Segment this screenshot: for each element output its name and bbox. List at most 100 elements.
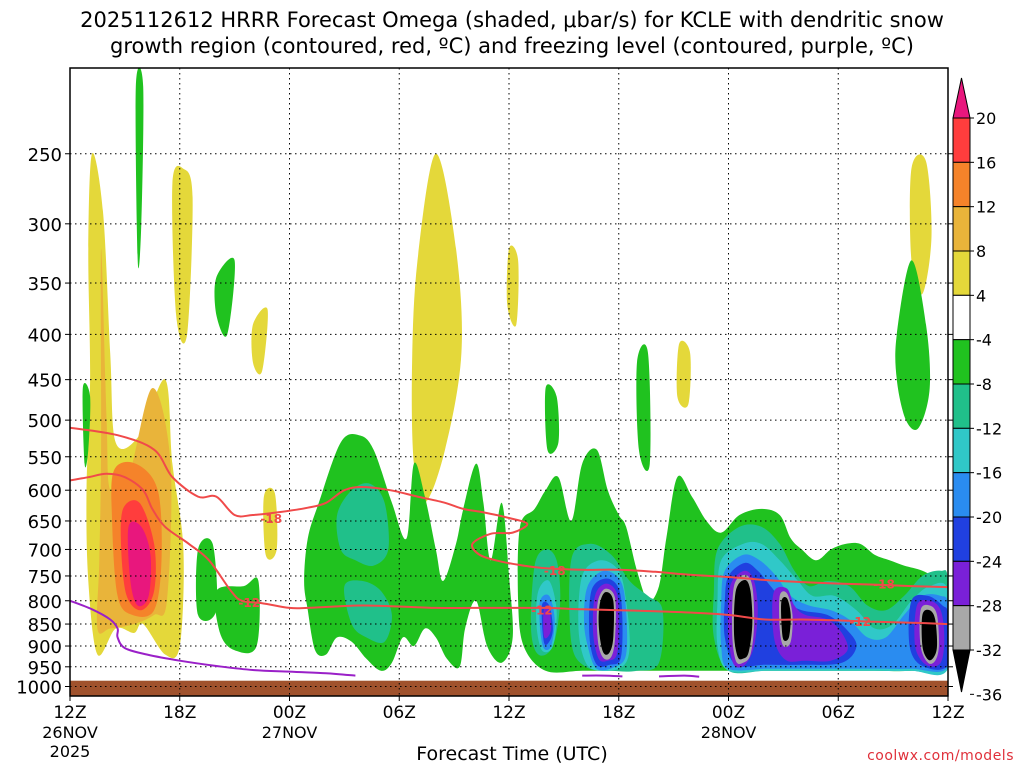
dgz-contour-label: -12 [849,615,871,629]
x-tick-label: 12Z [53,703,86,723]
x-tick-label: 06Z [383,703,416,723]
colorbar-label: -20 [976,508,1002,527]
x-tick-label: 18Z [602,703,635,723]
y-tick-label: 900 [28,637,62,658]
omega-region [543,607,552,639]
colorbar-label: -24 [976,552,1002,571]
dgz-contour-label: -18 [873,578,895,592]
colorbar-swatch [952,161,971,208]
y-tick-label: 250 [28,145,62,166]
colorbar-swatch [952,294,971,341]
omega-region [344,580,392,644]
x-tick-date-label: 28NOV [701,723,757,742]
dgz-contour-label: -12 [238,596,260,610]
y-tick-label: 550 [28,448,62,469]
x-tick-label: 12Z [931,703,964,723]
dgz-contour [70,472,948,626]
colorbar-label: -16 [976,464,1002,483]
omega-region [135,68,144,269]
x-tick-label: 00Z [273,703,306,723]
colorbar-label: -32 [976,641,1002,660]
omega-region [598,592,614,655]
omega-region [82,382,91,468]
y-axis: 2503003504004505005506006507007508008509… [16,145,953,699]
omega-region [636,344,651,471]
y-tick-label: 650 [28,512,62,533]
dgz-contour-label: -18 [544,564,566,578]
colorbar-swatch [952,605,971,651]
colorbar-bottom-arrow [952,649,971,693]
y-tick-label: 450 [28,371,62,392]
colorbar-label: 20 [976,109,996,128]
omega-region [336,483,389,567]
omega-region [676,340,691,408]
colorbar-label: 4 [976,286,986,305]
omega-shading [82,68,948,676]
x-tick-label: 12Z [492,703,525,723]
site-credit[interactable]: coolwx.com/models [867,748,1014,764]
colorbar-swatch [952,206,971,252]
y-tick-label: 350 [28,274,62,295]
freezing-level-contour [582,674,623,678]
grid [69,68,949,696]
omega-region [214,577,260,654]
x-tick-date-label: 26NOV [42,723,98,742]
omega-region [251,307,268,375]
x-tick-year-label: 2025 [50,742,91,761]
colorbar-label: -28 [976,597,1002,616]
x-tick-date-label: 27NOV [262,723,318,742]
x-tick-label: 06Z [822,703,855,723]
y-tick-label: 400 [28,325,62,346]
chart-title-line-2: growth region (contoured, red, ºC) and f… [110,34,914,58]
colorbar-label: -4 [976,331,992,350]
omega-region [214,257,235,337]
y-tick-label: 700 [28,540,62,561]
omega-region [909,154,932,295]
dgz-contour-label: -18 [260,512,282,526]
y-tick-label: 500 [28,411,62,432]
y-tick-label: 950 [28,658,62,679]
omega-region [411,153,462,503]
y-tick-label: 850 [28,615,62,636]
colorbar-swatch [952,250,971,296]
omega-region [544,384,560,454]
x-tick-label: 00Z [712,703,745,723]
colorbar-swatch [952,117,971,163]
colorbar-swatch [952,560,971,607]
y-tick-label: 300 [28,215,62,236]
colorbar-swatch [952,339,971,385]
dgz-contour-label: -12 [531,603,553,617]
colorbar-label: 8 [976,242,986,261]
x-axis-title: Forecast Time (UTC) [416,743,608,765]
y-tick-label: 1000 [16,678,62,699]
omega-region [263,487,278,560]
colorbar-label: 12 [976,198,996,217]
y-tick-label: 750 [28,567,62,588]
colorbar-swatch [952,383,971,429]
colorbar-swatch [952,427,971,474]
freezing-level-contour [70,599,356,677]
omega-region [127,521,152,607]
y-tick-label: 800 [28,592,62,613]
colorbar-swatch [952,472,971,518]
colorbar-label: -8 [976,375,992,394]
colorbar-top-arrow [952,77,971,119]
chart-title-line-1: 2025112612 HRRR Forecast Omega (shaded, … [80,8,944,32]
omega-region [304,434,513,671]
colorbar-label: -12 [976,419,1002,438]
colorbar: 20 16 12 8 4 -4 -8 -12 -16 -20 -24 -28 -32 -36 [952,77,1002,704]
omega-region [733,580,753,660]
colorbar-label: -36 [976,685,1002,704]
omega-region [172,165,193,344]
colorbar-label: 16 [976,153,996,172]
freezing-level-contour [658,674,700,678]
x-tick-label: 18Z [163,703,196,723]
omega-region [895,260,931,430]
contours: -18 -12 -18 -18 -12 -12 [70,426,948,678]
dgz-contour [70,426,948,589]
y-tick-label: 600 [28,481,62,502]
omega-region [506,245,519,327]
colorbar-swatch [952,516,971,562]
